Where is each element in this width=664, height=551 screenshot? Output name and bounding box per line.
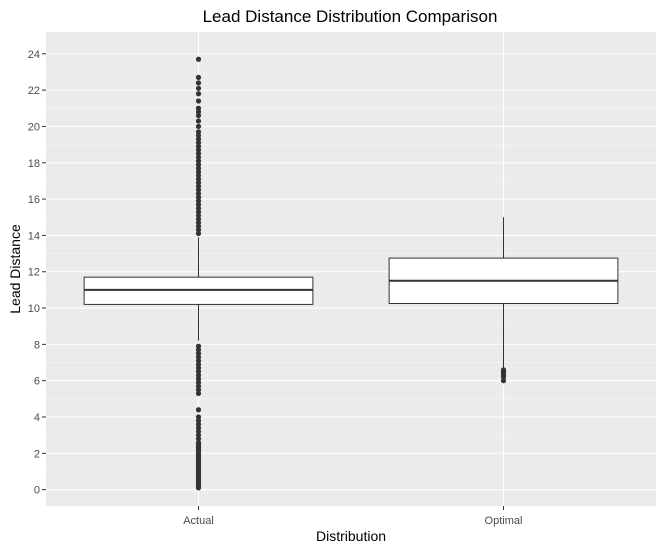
box-actual [83, 56, 314, 491]
x-axis: Actual Optimal [183, 506, 522, 527]
outlier-point [195, 347, 202, 353]
outlier-point [195, 98, 202, 104]
outlier-point [195, 74, 202, 81]
outlier-point [195, 136, 202, 142]
outlier-point [195, 223, 202, 229]
y-tick-label: 10 [28, 303, 40, 315]
y-tick-label: 8 [34, 339, 40, 351]
chart-title: Lead Distance Distribution Comparison [203, 7, 498, 26]
outlier-point [195, 147, 202, 153]
outlier-point [195, 129, 202, 135]
outlier-point [195, 365, 202, 371]
y-axis-title: Lead Distance [7, 224, 23, 314]
outlier-point [195, 343, 202, 349]
outlier-point [195, 379, 202, 386]
outlier-point [195, 220, 202, 226]
y-tick-label: 14 [28, 230, 40, 242]
outlier-point [195, 230, 202, 237]
outlier-point [195, 198, 202, 204]
y-tick-label: 6 [34, 376, 40, 388]
outlier-point [195, 191, 202, 197]
outlier-point [195, 140, 202, 146]
outlier-point [195, 158, 202, 164]
x-axis-title: Distribution [316, 528, 386, 544]
boxes [83, 56, 619, 491]
outlier-point [195, 407, 202, 413]
outlier-point [195, 436, 202, 442]
y-tick-label: 0 [34, 485, 40, 497]
outlier-point [195, 172, 202, 179]
outlier-point [500, 367, 507, 373]
outlier-point [195, 112, 202, 119]
outlier-point [195, 187, 202, 193]
outlier-point [195, 176, 202, 182]
outlier-point [195, 194, 202, 200]
y-tick-label: 20 [28, 121, 40, 133]
outlier-point [195, 421, 202, 427]
outlier-point [195, 387, 202, 393]
outlier-point [195, 183, 202, 189]
outlier-point [195, 80, 202, 86]
outlier-point [195, 143, 202, 150]
outlier-point [195, 350, 202, 357]
y-tick-label: 2 [34, 448, 40, 460]
outlier-point [195, 85, 202, 91]
outlier-point [195, 425, 202, 431]
outlier-point [195, 165, 202, 171]
y-tick-label: 16 [28, 194, 40, 206]
outlier-point [195, 372, 202, 378]
outlier-point [195, 361, 202, 367]
outlier-point [195, 212, 202, 219]
outlier-point [195, 56, 202, 62]
y-tick-label: 24 [28, 49, 40, 61]
outlier-point [195, 216, 202, 222]
outlier-point [195, 109, 202, 115]
y-tick-label: 22 [28, 85, 40, 97]
outlier-point [195, 132, 202, 139]
outlier-point [195, 227, 202, 233]
outlier-point [195, 418, 202, 424]
outlier-point [195, 383, 202, 389]
outlier-point [195, 123, 202, 130]
y-tick-label: 18 [28, 158, 40, 170]
outlier-point [195, 154, 202, 160]
outlier-point [195, 390, 202, 397]
outlier-point [195, 432, 202, 438]
outlier-point [195, 354, 202, 360]
outlier-point [195, 105, 202, 111]
outlier-point [195, 439, 202, 446]
outlier-point [195, 428, 202, 435]
x-tick-label: Optimal [485, 515, 523, 527]
outlier-point [195, 205, 202, 211]
outlier-point [195, 91, 202, 97]
box-optimal [388, 217, 619, 384]
y-tick-label: 4 [34, 412, 40, 424]
outlier-point [195, 161, 202, 168]
outlier-point [195, 201, 202, 208]
outlier-point [195, 118, 202, 124]
outlier-point [195, 414, 202, 420]
y-tick-label: 12 [28, 267, 40, 279]
x-tick-label: Actual [183, 515, 214, 527]
outlier-point [195, 169, 202, 175]
outlier-point [195, 180, 202, 186]
outlier-point [195, 151, 202, 157]
outlier-point [195, 376, 202, 382]
outlier-point [195, 209, 202, 215]
outlier-point [195, 369, 202, 375]
outlier-point [500, 378, 507, 384]
outlier-point [195, 358, 202, 364]
